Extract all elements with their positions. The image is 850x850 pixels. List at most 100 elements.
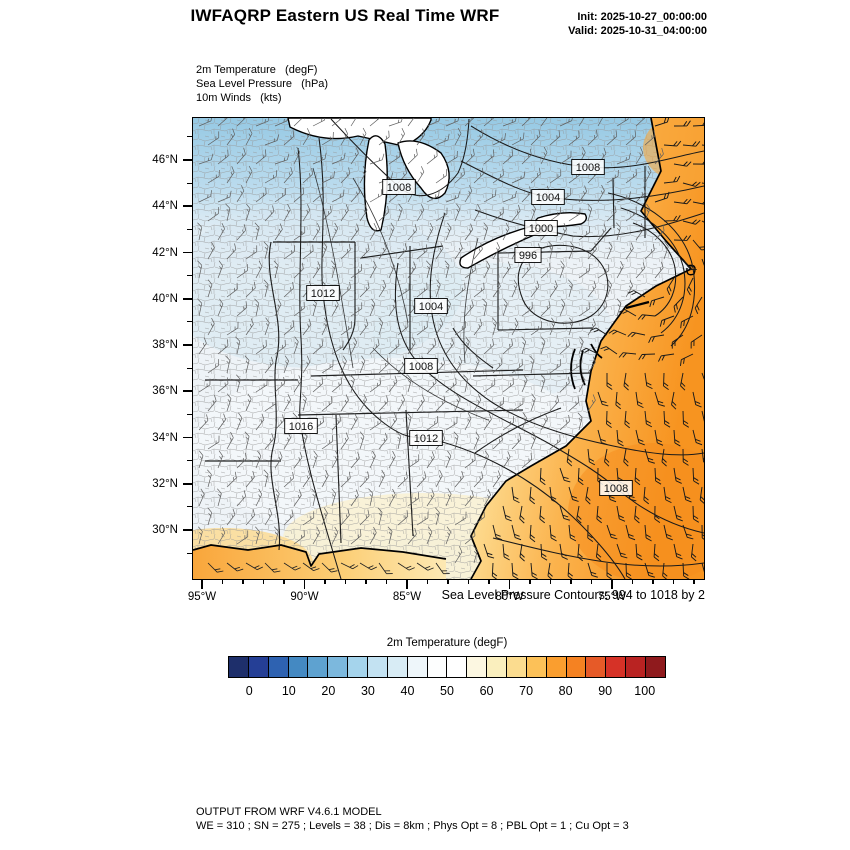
pressure-contour-label: 1008 — [382, 179, 416, 195]
svg-text:1004: 1004 — [536, 192, 560, 204]
colorbar-cell — [348, 657, 369, 677]
init-time-label: Init: 2025-10-27_00:00:00 — [577, 11, 707, 23]
footer-model-line: OUTPUT FROM WRF V4.6.1 MODEL — [196, 806, 382, 818]
lat-minor-tick — [187, 506, 192, 508]
lon-tick-label: 75°W — [597, 591, 627, 603]
lat-minor-tick — [187, 228, 192, 230]
colorbar-cell — [566, 657, 587, 677]
lon-tick-mark — [406, 579, 408, 589]
colorbar-tick-label: 50 — [440, 684, 454, 698]
legend-temperature: 2m Temperature (degF) — [196, 64, 318, 76]
lon-tick-mark — [611, 579, 613, 589]
valid-time-label: Valid: 2025-10-31_04:00:00 — [568, 25, 707, 37]
pressure-contour-label: 1012 — [409, 430, 443, 446]
lon-tick-label: 80°W — [495, 591, 524, 603]
colorbar-cell — [328, 657, 349, 677]
colorbar-cell — [646, 657, 665, 677]
lon-minor-tick — [631, 579, 634, 584]
colorbar-cell — [407, 657, 428, 677]
pressure-contour-label: 1004 — [531, 189, 565, 205]
svg-text:1004: 1004 — [419, 301, 443, 313]
lat-minor-tick — [187, 552, 192, 554]
lat-tick-label: 44°N — [152, 200, 178, 213]
lon-minor-tick — [426, 579, 429, 584]
colorbar-cell — [626, 657, 647, 677]
lon-minor-tick — [283, 579, 285, 584]
lat-tick-mark — [183, 297, 192, 300]
lat-tick-mark — [183, 251, 192, 254]
colorbar-tick-label: 0 — [245, 684, 253, 698]
lat-tick-label: 32°N — [152, 477, 178, 490]
colorbar-tick-label: 100 — [634, 684, 656, 698]
pressure-contour-label: 1004 — [414, 298, 448, 314]
svg-text:1008: 1008 — [387, 182, 411, 194]
colorbar-tick-label: 40 — [400, 684, 415, 698]
lon-minor-tick — [488, 579, 490, 584]
colorbar-cell — [467, 657, 488, 677]
lat-tick-mark — [183, 529, 192, 531]
pressure-contour-label: 996 — [514, 247, 542, 263]
lat-minor-tick — [187, 182, 192, 184]
colorbar-tick-label: 90 — [598, 684, 613, 698]
lon-tick-label: 85°W — [392, 591, 422, 603]
colorbar-cell — [268, 657, 289, 677]
colorbar-tick-label: 70 — [519, 684, 534, 698]
slp-contours-note: Sea Level Pressure Contours: 994 to 1018… — [441, 588, 705, 602]
svg-text:1008: 1008 — [576, 162, 600, 174]
colorbar-cell — [229, 657, 249, 677]
lon-minor-tick — [672, 579, 675, 584]
pressure-contour-label: 1008 — [571, 159, 605, 175]
colorbar-cell — [387, 657, 408, 677]
colorbar — [228, 656, 666, 678]
colorbar-tick-label: 10 — [281, 684, 296, 698]
colorbar-cell — [586, 657, 607, 677]
map-frame: 1008 1004 1000 996 1008 1012 1004 1008 1016 1012 1… — [192, 117, 705, 580]
lon-minor-tick — [693, 579, 695, 584]
colorbar-cell — [288, 657, 309, 677]
contour-labels-layer: 1008 1004 1000 996 1008 1012 1004 1008 1016 1012 1… — [284, 159, 633, 496]
map-svg: 1008 1004 1000 996 1008 1012 1004 1008 1016 1012 1… — [193, 118, 704, 579]
lon-minor-tick — [344, 579, 347, 584]
lon-minor-tick — [590, 579, 593, 584]
svg-text:1008: 1008 — [604, 483, 628, 495]
pressure-contour-label: 1008 — [599, 480, 633, 496]
legend-winds: 10m Winds (kts) — [196, 92, 282, 104]
colorbar-cell — [447, 657, 468, 677]
colorbar-cell — [507, 657, 527, 677]
colorbar-cell — [546, 657, 567, 677]
legend-pressure: Sea Level Pressure (hPa) — [196, 78, 329, 90]
lat-tick-label: 30°N — [152, 524, 178, 536]
lon-tick-label: 95°W — [187, 591, 217, 603]
lat-minor-tick — [187, 275, 192, 277]
lat-tick-mark — [183, 205, 192, 208]
lon-tick-mark — [303, 579, 306, 589]
lat-minor-tick — [187, 460, 192, 462]
colorbar-cell — [487, 657, 508, 677]
lon-minor-tick — [221, 579, 224, 584]
lon-tick-mark — [201, 579, 203, 589]
pressure-contour-label: 1000 — [524, 220, 558, 236]
colorbar-cell — [308, 657, 329, 677]
colorbar-cell — [368, 657, 388, 677]
lon-minor-tick — [447, 579, 449, 584]
colorbar-cell — [248, 657, 269, 677]
colorbar-cell — [606, 657, 627, 677]
lon-minor-tick — [262, 579, 265, 584]
colorbar-tick-label: 80 — [558, 684, 573, 698]
lon-minor-tick — [652, 579, 654, 584]
pressure-contour-label: 1008 — [404, 358, 438, 374]
pressure-contour-label: 1012 — [306, 285, 340, 301]
lon-minor-tick — [242, 579, 244, 584]
lon-tick-label: 90°W — [290, 591, 319, 603]
svg-text:1012: 1012 — [414, 433, 438, 445]
lat-minor-tick — [187, 367, 192, 369]
svg-text:1000: 1000 — [529, 223, 553, 235]
svg-text:1012: 1012 — [311, 288, 335, 300]
svg-text:1016: 1016 — [289, 421, 313, 433]
lat-tick-label: 46°N — [152, 154, 178, 166]
lon-minor-tick — [570, 579, 572, 584]
lat-tick-label: 42°N — [152, 246, 178, 259]
colorbar-tick-labels: 0 10 20 30 40 50 60 70 80 90 100 — [228, 684, 666, 700]
lat-tick-mark — [183, 159, 192, 161]
